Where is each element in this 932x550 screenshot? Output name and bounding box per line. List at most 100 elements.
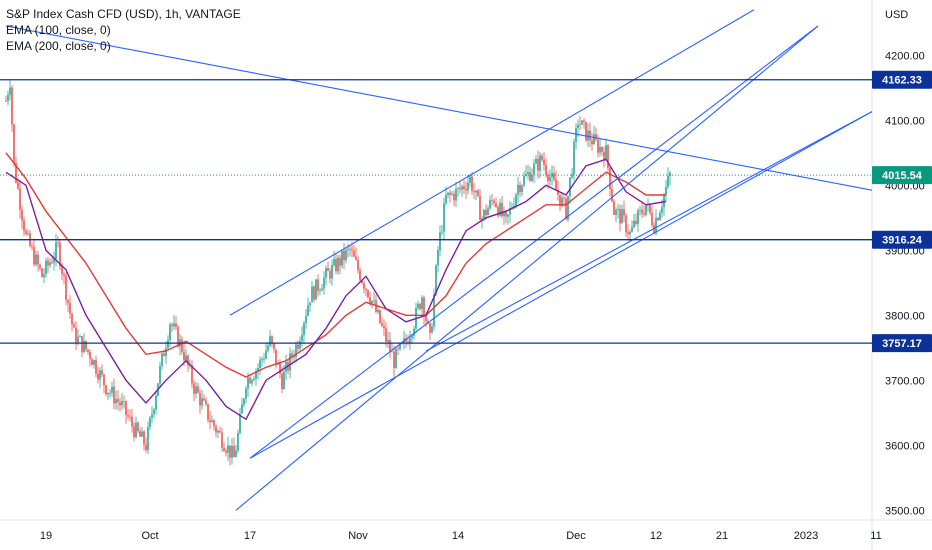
candle-body	[555, 179, 557, 190]
candle-body	[211, 420, 213, 423]
candle-body	[17, 182, 19, 189]
candle-body	[131, 416, 133, 427]
candle-body	[81, 336, 83, 353]
candle-body	[459, 188, 461, 190]
candle-body	[393, 351, 395, 369]
candle-body	[69, 302, 71, 314]
level-price-label: 3916.24	[882, 235, 923, 247]
candle-body	[11, 87, 13, 125]
candle-body	[125, 401, 127, 415]
candle-body	[309, 302, 311, 306]
candle-body	[397, 348, 399, 350]
candle-body	[271, 336, 273, 344]
candle-body	[27, 233, 29, 235]
candle-body	[175, 323, 177, 327]
candle-body	[51, 262, 53, 264]
candle-body	[361, 280, 363, 284]
candle-body	[147, 426, 149, 451]
candle-body	[73, 324, 75, 328]
candle-body	[317, 279, 319, 291]
candle-body	[557, 189, 559, 195]
candle-body	[601, 146, 603, 152]
candle-body	[77, 336, 79, 344]
candle-body	[413, 328, 415, 336]
candle-body	[481, 218, 483, 221]
candle-body	[59, 242, 61, 267]
candle-body	[663, 194, 665, 208]
candle-body	[449, 192, 451, 195]
candle-body	[395, 348, 397, 369]
candle-body	[425, 316, 427, 322]
candle-body	[507, 214, 509, 217]
legend-ema200[interactable]: EMA (200, close, 0)	[6, 39, 111, 53]
candle-body	[403, 338, 405, 343]
candle-body	[121, 401, 123, 406]
candle-body	[295, 344, 297, 358]
candle-body	[169, 324, 171, 341]
candle-body	[137, 422, 139, 432]
candle-body	[31, 246, 33, 247]
candle-body	[631, 227, 633, 232]
candle-body	[255, 371, 257, 379]
candle-body	[593, 134, 595, 145]
candle-body	[123, 401, 125, 402]
candle-body	[633, 220, 635, 228]
candle-body	[213, 420, 215, 427]
candle-body	[483, 209, 485, 219]
trend-line	[425, 110, 872, 352]
candle-body	[257, 367, 259, 372]
candle-body	[305, 315, 307, 324]
candle-body	[57, 242, 59, 243]
candle-body	[173, 323, 175, 327]
candle-body	[513, 205, 515, 208]
x-tick-label: 21	[716, 530, 728, 542]
candle-body	[377, 309, 379, 312]
candle-body	[145, 444, 147, 451]
candle-body	[187, 355, 189, 366]
candle-body	[587, 130, 589, 141]
candle-body	[369, 297, 371, 304]
candle-body	[139, 431, 141, 437]
candle-body	[345, 249, 347, 261]
y-tick-label: 3500.00	[885, 505, 925, 517]
candle-body	[171, 324, 173, 327]
candle-body	[541, 155, 543, 160]
candle-body	[233, 445, 235, 457]
candle-body	[71, 313, 73, 325]
candle-body	[313, 286, 315, 300]
candle-body	[643, 213, 645, 215]
y-tick-label: 3600.00	[885, 440, 925, 452]
candle-body	[61, 266, 63, 275]
candle-body	[259, 359, 261, 368]
candle-body	[155, 395, 157, 410]
candle-body	[667, 176, 669, 187]
candle-body	[39, 264, 41, 269]
candle-body	[465, 189, 467, 191]
candle-body	[205, 400, 207, 405]
candle-body	[65, 275, 67, 300]
candle-body	[5, 100, 7, 102]
candle-body	[607, 145, 609, 169]
candle-body	[563, 197, 565, 199]
legend-ema100[interactable]: EMA (100, close, 0)	[6, 23, 111, 37]
candle-body	[223, 447, 225, 452]
candle-body	[101, 370, 103, 375]
candle-body	[235, 450, 237, 457]
candle-body	[283, 371, 285, 390]
candle-body	[103, 374, 105, 386]
candles	[5, 79, 671, 466]
legend-symbol-title[interactable]: S&P Index Cash CFD (USD), 1h, VANTAGE	[6, 7, 241, 21]
candle-body	[111, 386, 113, 393]
candle-body	[617, 208, 619, 210]
candle-body	[311, 286, 313, 303]
ema200-line	[5, 152, 666, 378]
candle-body	[143, 431, 145, 445]
candle-body	[335, 259, 337, 272]
candle-body	[489, 199, 491, 209]
candle-body	[615, 209, 617, 215]
candle-body	[599, 146, 601, 153]
candle-body	[339, 257, 341, 266]
candle-body	[107, 392, 109, 395]
candle-body	[581, 120, 583, 125]
